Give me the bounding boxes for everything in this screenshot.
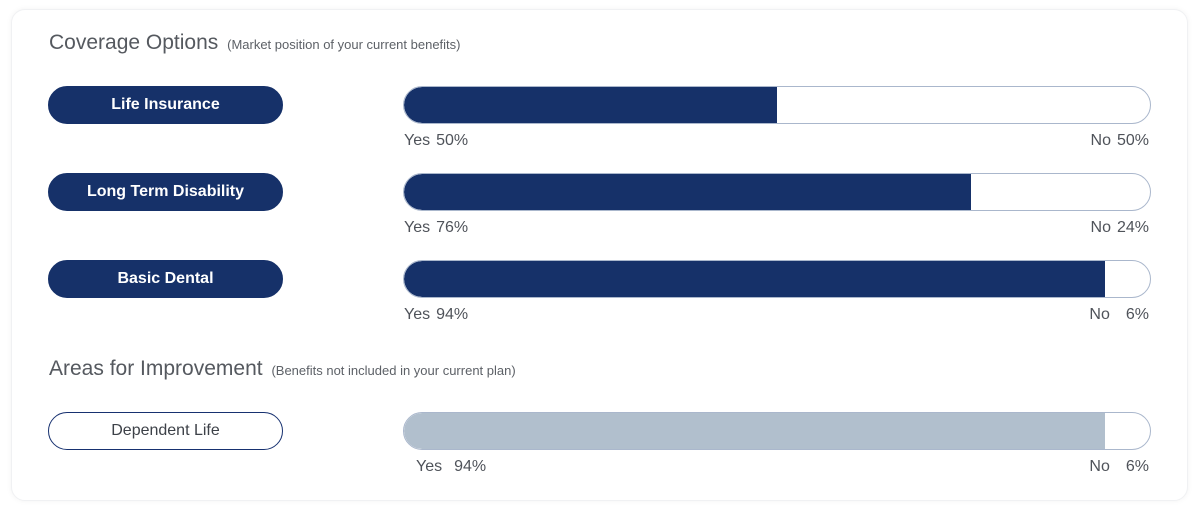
bar-fill-yes (404, 174, 971, 210)
dependent-life-pill[interactable]: Dependent Life (48, 412, 283, 450)
areas-for-improvement-heading: Areas for Improvement (Benefits not incl… (49, 357, 516, 381)
no-label: No (1089, 458, 1110, 475)
no-stat: No 50% (1091, 132, 1149, 150)
no-stat: No 24% (1091, 219, 1149, 237)
yes-stat: Yes 76% (404, 219, 468, 237)
no-value: 50% (1116, 132, 1149, 149)
yes-stat: Yes 94% (404, 306, 468, 324)
no-label: No (1090, 219, 1111, 236)
yes-label: Yes (404, 132, 431, 149)
yes-label: Yes (416, 458, 443, 475)
yes-label: Yes (404, 219, 431, 236)
no-stat: No 6% (1089, 458, 1149, 476)
pill-label: Basic Dental (117, 270, 214, 287)
no-value: 24% (1116, 219, 1149, 236)
bar-fill-yes (404, 261, 1106, 297)
no-value: 6% (1125, 306, 1149, 323)
long-term-disability-pill[interactable]: Long Term Disability (48, 173, 283, 211)
long-term-disability-bar (403, 173, 1151, 211)
coverage-options-title: Coverage Options (49, 31, 219, 54)
areas-for-improvement-title: Areas for Improvement (49, 357, 263, 380)
bar-fill-yes (404, 413, 1106, 449)
coverage-options-heading: Coverage Options (Market position of you… (49, 31, 461, 55)
life-insurance-bar (403, 86, 1151, 124)
yes-stat: Yes 94% (416, 458, 486, 476)
yes-value: 94% (454, 458, 487, 475)
pill-label: Life Insurance (111, 96, 220, 113)
basic-dental-bar (403, 260, 1151, 298)
no-label: No (1089, 306, 1110, 323)
coverage-options-subtitle: (Market position of your current benefit… (227, 37, 461, 52)
yes-value: 50% (436, 132, 469, 149)
pill-label: Dependent Life (111, 422, 220, 439)
no-value: 6% (1125, 458, 1149, 475)
no-stat: No 6% (1089, 306, 1149, 324)
basic-dental-pill[interactable]: Basic Dental (48, 260, 283, 298)
pill-label: Long Term Disability (86, 183, 245, 200)
life-insurance-pill[interactable]: Life Insurance (48, 86, 283, 124)
bar-fill-yes (404, 87, 777, 123)
no-label: No (1090, 132, 1111, 149)
areas-for-improvement-subtitle: (Benefits not included in your current p… (271, 363, 516, 378)
dependent-life-bar (403, 412, 1151, 450)
yes-stat: Yes 50% (404, 132, 468, 150)
yes-value: 76% (436, 219, 469, 236)
yes-label: Yes (404, 306, 431, 323)
yes-value: 94% (436, 306, 469, 323)
